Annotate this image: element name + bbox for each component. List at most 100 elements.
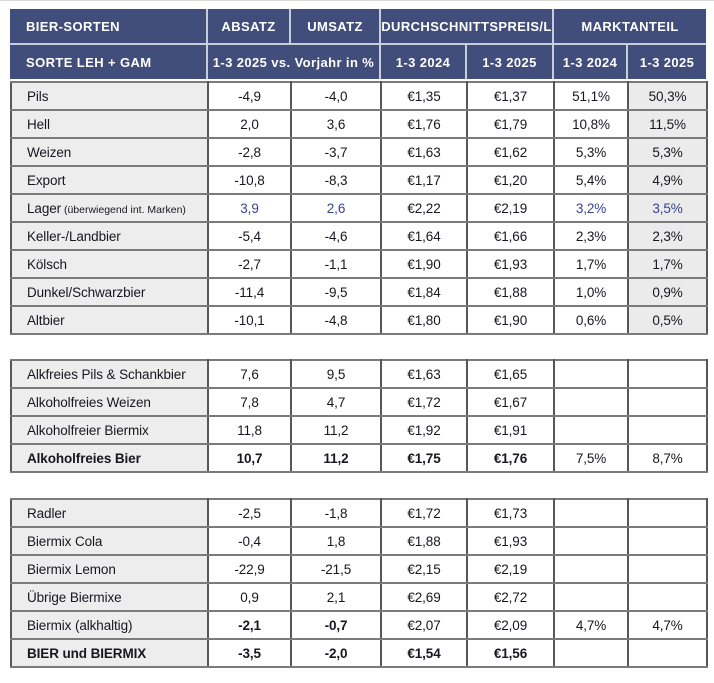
header-preis-2024: 1-3 2024 xyxy=(379,43,467,79)
table-cell: 9,5 xyxy=(290,359,382,389)
table-cell: 0,5% xyxy=(627,305,708,335)
table-row: Export -10,8 -8,3 €1,17 €1,20 5,4% 4,9% xyxy=(10,165,708,195)
table-cell: 4,7 xyxy=(290,387,382,417)
table-cell: 5,3% xyxy=(627,137,708,167)
table-cell: 4,7% xyxy=(627,610,708,640)
row-label: Keller-/Landbier xyxy=(10,221,209,251)
table-cell: €1,72 xyxy=(380,498,468,528)
table-cell: €1,91 xyxy=(466,415,555,445)
table-cell: €1,56 xyxy=(466,638,555,668)
table-cell: 5,4% xyxy=(553,165,629,195)
table-header: BIER-SORTEN ABSATZ UMSATZ DURCHSCHNITTSP… xyxy=(10,9,707,79)
table-cell: -2,7 xyxy=(207,249,292,279)
row-label: Biermix (alkhaltig) xyxy=(10,610,209,640)
header-ma-2024: 1-3 2024 xyxy=(552,43,629,79)
table-row: Biermix (alkhaltig) -2,1 -0,7 €2,07 €2,09 4,7… xyxy=(10,610,708,640)
row-label: Hell xyxy=(10,109,209,139)
table-cell: €1,62 xyxy=(466,137,555,167)
table-cell: 2,3% xyxy=(627,221,708,251)
table-cell: -1,8 xyxy=(290,498,382,528)
table-cell: €1,90 xyxy=(466,305,555,335)
header-bier-sorten: BIER-SORTEN xyxy=(10,9,208,45)
table-cell: 3,2% xyxy=(553,193,629,223)
table-cell: €1,65 xyxy=(466,359,555,389)
table-cell xyxy=(553,526,629,556)
table-row: Weizen -2,8 -3,7 €1,63 €1,62 5,3% 5,3% xyxy=(10,137,708,167)
table-cell xyxy=(627,526,708,556)
table-cell: 2,1 xyxy=(290,582,382,612)
table-cell xyxy=(627,638,708,668)
table-cell: €1,84 xyxy=(380,277,468,307)
table-cell: €1,92 xyxy=(380,415,468,445)
table-cell: €1,75 xyxy=(380,443,468,473)
table-cell: €2,19 xyxy=(466,193,555,223)
table-cell: 1,8 xyxy=(290,526,382,556)
table-cell: €2,07 xyxy=(380,610,468,640)
table-cell: €1,88 xyxy=(466,277,555,307)
table-cell: -9,5 xyxy=(290,277,382,307)
table-cell: 2,0 xyxy=(207,109,292,139)
table-cell: €2,22 xyxy=(380,193,468,223)
table-cell: 0,6% xyxy=(553,305,629,335)
table-cell: €1,90 xyxy=(380,249,468,279)
table-cell: 5,3% xyxy=(553,137,629,167)
table-cell: -1,1 xyxy=(290,249,382,279)
table-row: Alkfreies Pils & Schankbier 7,6 9,5 €1,63 €1… xyxy=(10,359,708,389)
table-cell: -3,7 xyxy=(290,137,382,167)
table-cell: €1,54 xyxy=(380,638,468,668)
row-label: Alkoholfreies Bier xyxy=(10,443,209,473)
table-cell: -2,8 xyxy=(207,137,292,167)
header-row-groups: BIER-SORTEN ABSATZ UMSATZ DURCHSCHNITTSP… xyxy=(10,9,707,45)
row-label-note: (überwiegend int. Marken) xyxy=(61,203,186,216)
table-cell: 10,8% xyxy=(553,109,629,139)
table-cell: -22,9 xyxy=(207,554,292,584)
table-row: Biermix Lemon -22,9 -21,5 €2,15 €2,19 xyxy=(10,554,708,584)
table-cell: -4,8 xyxy=(290,305,382,335)
header-absatz: ABSATZ xyxy=(206,9,291,45)
table-cell: 1,0% xyxy=(553,277,629,307)
table-row: Alkoholfreier Biermix 11,8 11,2 €1,92 €1,91 xyxy=(10,415,708,445)
table-cell xyxy=(627,554,708,584)
table-cell: 11,8 xyxy=(207,415,292,445)
table-cell: 0,9% xyxy=(627,277,708,307)
table-cell: -0,7 xyxy=(290,610,382,640)
table-cell: 11,2 xyxy=(290,415,382,445)
row-label: Kölsch xyxy=(10,249,209,279)
table-cell xyxy=(627,498,708,528)
main-beer-sorts-table: Pils -4,9 -4,0 €1,35 €1,37 51,1% 50,3% Hell 2,0 3… xyxy=(10,81,708,335)
row-label: Dunkel/Schwarzbier xyxy=(10,277,209,307)
table-row: Lager (überwiegend int. Marken) 3,9 2,6 €2,… xyxy=(10,193,708,223)
row-label: Biermix Lemon xyxy=(10,554,209,584)
table-cell: 51,1% xyxy=(553,81,629,111)
table-cell: €1,80 xyxy=(380,305,468,335)
table-cell: 7,6 xyxy=(207,359,292,389)
table-row: Keller-/Landbier -5,4 -4,6 €1,64 €1,66 2,3% 2,… xyxy=(10,221,708,251)
table-row: Alkoholfreies Bier 10,7 11,2 €1,75 €1,76 7,5%… xyxy=(10,443,708,473)
table-cell: 2,3% xyxy=(553,221,629,251)
table-cell: -4,0 xyxy=(290,81,382,111)
row-label: Alkfreies Pils & Schankbier xyxy=(10,359,209,389)
table-cell: -4,6 xyxy=(290,221,382,251)
table-cell: 1,7% xyxy=(553,249,629,279)
table-cell xyxy=(553,498,629,528)
table-cell: 3,9 xyxy=(207,193,292,223)
table-cell: €1,76 xyxy=(380,109,468,139)
table-row: Hell 2,0 3,6 €1,76 €1,79 10,8% 11,5% xyxy=(10,109,708,139)
table-row: Altbier -10,1 -4,8 €1,80 €1,90 0,6% 0,5% xyxy=(10,305,708,335)
table-cell: -4,9 xyxy=(207,81,292,111)
table-cell xyxy=(553,359,629,389)
table-row: Kölsch -2,7 -1,1 €1,90 €1,93 1,7% 1,7% xyxy=(10,249,708,279)
table-cell: 4,7% xyxy=(553,610,629,640)
row-label: BIER und BIERMIX xyxy=(10,638,209,668)
table-cell: -21,5 xyxy=(290,554,382,584)
table-cell: €1,17 xyxy=(380,165,468,195)
row-label: Alkoholfreier Biermix xyxy=(10,415,209,445)
table-cell: -3,5 xyxy=(207,638,292,668)
row-label: Pils xyxy=(10,81,209,111)
table-row: Radler -2,5 -1,8 €1,72 €1,73 xyxy=(10,498,708,528)
table-row: Dunkel/Schwarzbier -11,4 -9,5 €1,84 €1,88 1,0… xyxy=(10,277,708,307)
table-cell: 0,9 xyxy=(207,582,292,612)
table-cell: €2,09 xyxy=(466,610,555,640)
table-cell: €1,66 xyxy=(466,221,555,251)
table-cell xyxy=(627,359,708,389)
